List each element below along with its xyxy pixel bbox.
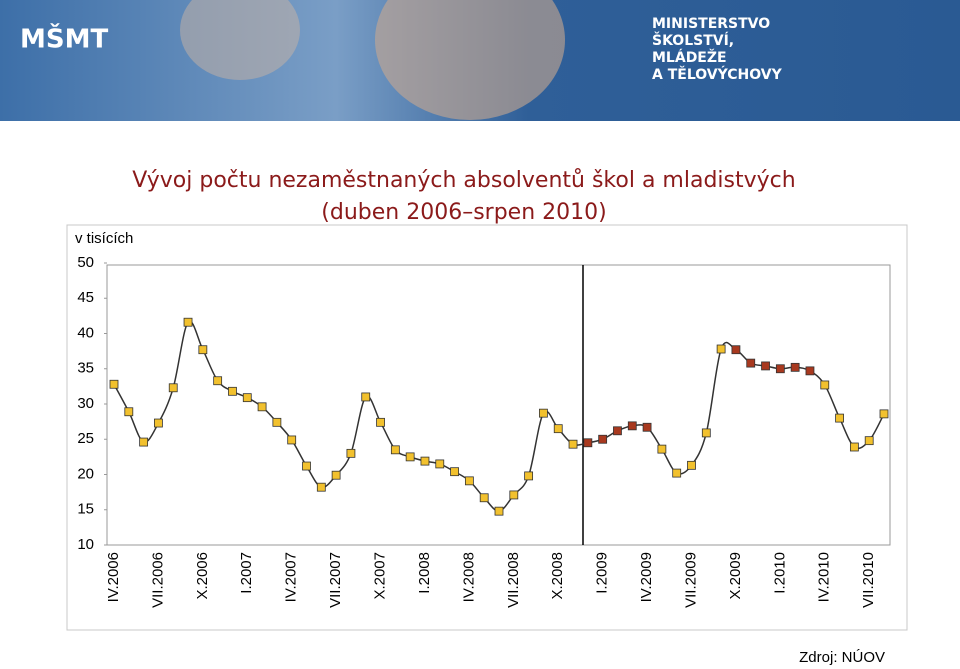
x-tick-label: I.2008 (416, 552, 433, 594)
marker (731, 345, 741, 355)
marker (464, 476, 474, 486)
ministry-line: ŠKOLSTVÍ, (652, 31, 734, 49)
marker (790, 362, 800, 372)
marker (109, 379, 119, 389)
marker (672, 468, 682, 478)
y-tick-label: 50 (77, 254, 94, 271)
plot-area (106, 264, 891, 546)
y-tick-label: 40 (77, 324, 94, 341)
marker (450, 467, 459, 477)
marker (613, 426, 622, 436)
x-tick-label: IV.2009 (638, 552, 655, 602)
marker (820, 380, 830, 390)
marker (287, 435, 297, 445)
y-tick-label: 25 (77, 430, 94, 447)
marker (346, 448, 356, 458)
x-tick-label: VII.2008 (505, 552, 522, 608)
marker (701, 428, 711, 438)
marker (435, 459, 445, 469)
y-tick-label: 45 (77, 289, 94, 306)
marker (598, 434, 608, 444)
x-tick-label: IV.2010 (816, 552, 833, 602)
marker (642, 422, 652, 432)
y-tick-label: 10 (77, 536, 94, 553)
marker (139, 437, 149, 447)
ministry-line: MINISTERSTVO (652, 16, 770, 32)
marker (198, 345, 208, 355)
marker (568, 439, 578, 449)
marker (228, 386, 237, 396)
marker (124, 407, 134, 417)
x-tick-label: IV.2008 (460, 552, 477, 602)
marker (272, 417, 282, 427)
marker (716, 344, 726, 354)
x-tick-label: I.2007 (238, 552, 255, 594)
x-tick-label: X.2006 (194, 552, 211, 600)
marker (242, 393, 252, 403)
x-tick-label: VII.2007 (327, 552, 344, 608)
y-tick-label: 20 (77, 465, 94, 482)
marker (687, 460, 696, 470)
marker (154, 418, 163, 428)
x-tick-label: VII.2010 (860, 552, 877, 608)
marker (657, 444, 667, 454)
marker (361, 392, 371, 402)
x-tick-label: IV.2007 (283, 552, 300, 602)
marker (479, 493, 489, 503)
marker (183, 317, 193, 327)
chart-title: Vývoj počtu nezaměstnaných absolventů šk… (132, 168, 795, 193)
x-tick-label: X.2009 (727, 552, 744, 600)
x-tick-label: X.2008 (549, 552, 566, 600)
marker (775, 364, 785, 374)
marker (494, 506, 504, 516)
x-tick-label: VII.2006 (149, 552, 166, 608)
marker (627, 421, 637, 431)
y-tick-label: 35 (77, 360, 94, 377)
marker (213, 376, 223, 386)
series-line (113, 320, 885, 512)
photo-face (375, 0, 565, 120)
marker (553, 424, 563, 434)
marker (746, 358, 756, 368)
marker (864, 436, 874, 446)
x-tick-label: I.2010 (771, 552, 788, 594)
marker (879, 409, 889, 419)
marker (509, 490, 519, 500)
marker (390, 445, 400, 455)
photo-child (180, 0, 300, 80)
marker (849, 442, 859, 452)
x-tick-label: IV.2006 (105, 552, 122, 602)
marker (539, 408, 548, 418)
marker (316, 482, 326, 492)
marker (420, 456, 430, 466)
chart-frame (66, 224, 908, 631)
x-tick-label: VII.2009 (682, 552, 699, 608)
x-tick-label: X.2007 (372, 552, 389, 600)
marker (331, 470, 341, 480)
marker (376, 417, 385, 427)
marker (583, 438, 593, 448)
y-tick-label: 15 (77, 501, 94, 518)
source: Zdroj: NÚOV (799, 649, 885, 666)
y-tick-label: 30 (77, 395, 94, 412)
logo: MŠMT (20, 23, 108, 55)
marker (302, 461, 311, 471)
marker (168, 383, 178, 393)
marker (761, 361, 770, 371)
marker (257, 402, 267, 412)
marker (835, 413, 844, 423)
marker (524, 471, 534, 481)
marker (405, 452, 415, 462)
x-tick-label: I.2009 (594, 552, 611, 594)
ministry-line: A TĚLOVÝCHOVY (652, 65, 783, 83)
chart-subtitle: (duben 2006–srpen 2010) (321, 200, 606, 225)
ministry-line: MLÁDEŽE (652, 49, 727, 66)
marker (805, 366, 815, 376)
y-axis-label: v tisících (75, 230, 133, 247)
